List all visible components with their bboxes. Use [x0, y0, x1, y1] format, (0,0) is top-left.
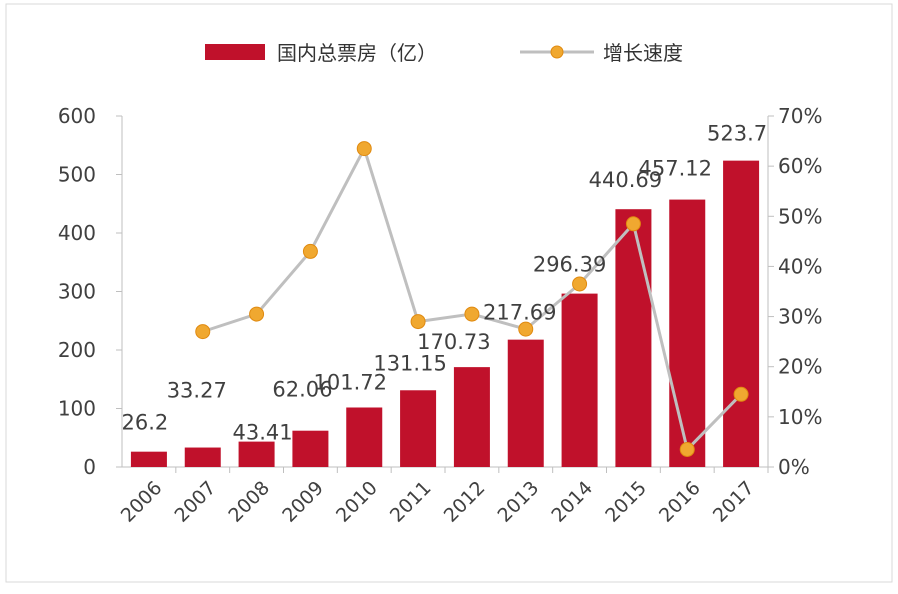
y-left-tick-label: 200 — [58, 338, 96, 362]
y-right-tick-label: 20% — [778, 355, 822, 379]
bar — [238, 441, 275, 467]
x-tick-label: 2010 — [332, 477, 382, 527]
y-left-tick-label: 400 — [58, 221, 96, 245]
bar-data-label: 131.15 — [373, 351, 446, 375]
y-left-tick-label: 100 — [58, 397, 96, 421]
growth-point — [733, 386, 749, 402]
bar — [507, 339, 544, 467]
x-tick-label: 2013 — [494, 477, 544, 527]
growth-point — [679, 441, 695, 457]
bar — [400, 390, 437, 467]
growth-point — [410, 314, 426, 330]
y-left-tick-label: 0 — [83, 455, 96, 479]
x-tick-label: 2006 — [117, 477, 167, 527]
growth-point — [572, 276, 588, 292]
legend-swatch-bar — [205, 44, 265, 60]
bar — [615, 209, 652, 467]
growth-point — [625, 216, 641, 232]
bar — [453, 367, 490, 467]
bar — [130, 451, 167, 467]
legend: 国内总票房（亿） 增长速度 — [205, 41, 683, 65]
bar-data-label: 62.06 — [272, 378, 332, 402]
bar-data-label: 523.7 — [707, 122, 767, 146]
y-left-tick-label: 600 — [58, 104, 96, 128]
bar-data-label: 170.73 — [417, 330, 490, 354]
growth-point — [356, 141, 372, 157]
x-tick-label: 2015 — [601, 477, 651, 527]
bar-data-label: 101.72 — [314, 370, 387, 394]
growth-point — [249, 306, 265, 322]
bar-series — [130, 160, 760, 468]
x-tick-label: 2016 — [655, 477, 705, 527]
bar — [561, 293, 598, 467]
legend-swatch-marker — [550, 45, 564, 59]
y-left-tick-label: 500 — [58, 163, 96, 187]
bar-data-label: 26.2 — [122, 411, 169, 435]
bar-data-label: 296.39 — [533, 253, 606, 277]
growth-point — [518, 321, 534, 337]
y-right-tick-label: 30% — [778, 305, 822, 329]
growth-point — [464, 306, 480, 322]
bar — [292, 430, 329, 467]
x-tick-label: 2009 — [278, 477, 328, 527]
growth-point — [195, 324, 211, 340]
y-right-tick-label: 40% — [778, 254, 822, 278]
outer-border — [5, 3, 893, 583]
x-tick-label: 2007 — [171, 477, 221, 527]
bar — [184, 447, 221, 467]
x-tick-label: 2008 — [224, 477, 274, 527]
legend-label-line: 增长速度 — [603, 41, 683, 65]
bar — [669, 199, 706, 468]
y-right-tick-label: 50% — [778, 204, 822, 228]
bar-data-label: 217.69 — [483, 301, 556, 325]
bar — [346, 407, 383, 467]
y-right-tick-label: 0% — [778, 455, 810, 479]
x-tick-label: 2014 — [547, 477, 597, 527]
bar-data-label: 457.12 — [639, 157, 712, 181]
y-left-tick-label: 300 — [58, 280, 96, 304]
bar — [723, 160, 760, 467]
line-series — [195, 141, 749, 457]
x-tick-label: 2012 — [440, 477, 490, 527]
growth-point — [302, 243, 318, 259]
bar-data-label: 43.41 — [233, 421, 293, 445]
y-right-tick-label: 70% — [778, 104, 822, 128]
x-tick-label: 2011 — [386, 477, 436, 527]
y-right-tick-label: 60% — [778, 154, 822, 178]
bar-data-label: 33.27 — [167, 379, 227, 403]
x-tick-label: 2017 — [709, 477, 759, 527]
y-right-tick-label: 10% — [778, 405, 822, 429]
bar-data-label: 440.69 — [589, 168, 662, 192]
legend-label-bar: 国内总票房（亿） — [277, 41, 437, 65]
